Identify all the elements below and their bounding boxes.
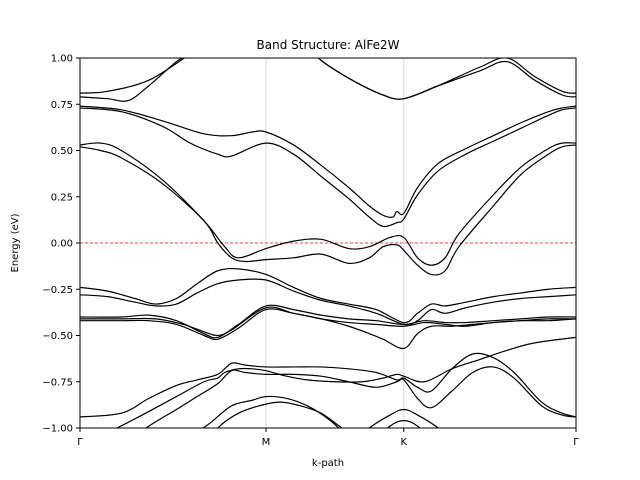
band-line-4 [80,107,576,228]
band-line-18 [386,419,421,428]
band-line-13 [80,352,576,418]
band-line-17 [368,408,440,428]
y-tick-label: 0.50 [51,146,73,157]
series-layer [80,58,576,428]
y-tick-label: 0.00 [51,239,73,250]
x-tick-label: K [400,437,407,448]
chart-title: Band Structure: AlFe2W [257,38,400,52]
y-axis-label: Energy (eV) [10,213,21,272]
y-tick-label: 0.75 [51,100,73,111]
y-axis-ticks: −1.00 −0.75 −0.50 −0.25 0.00 0.25 0.50 0.75 1.00 [42,54,80,435]
x-tick-label: M [262,437,271,448]
y-tick-label: −0.25 [42,285,73,296]
band-line-6 [80,144,576,276]
y-tick-label: 1.00 [51,54,73,65]
band-line-16 [216,401,343,428]
y-tick-label: −0.50 [42,331,73,342]
band-line-3 [80,105,576,218]
band-line-9 [80,304,576,339]
x-tick-label: Γ [573,437,579,448]
band-line-14 [145,366,576,428]
band-line-12 [115,336,576,428]
x-tick-label: Γ [77,437,83,448]
band-line-8 [80,278,576,326]
band-line-11 [80,306,576,350]
x-axis-label: k-path [312,458,344,469]
band-line-15 [202,395,340,428]
y-tick-label: −0.75 [42,377,73,388]
y-tick-label: 0.25 [51,192,73,203]
band-line-7 [80,267,576,324]
band-line-2 [80,58,576,102]
y-tick-label: −1.00 [42,424,73,435]
